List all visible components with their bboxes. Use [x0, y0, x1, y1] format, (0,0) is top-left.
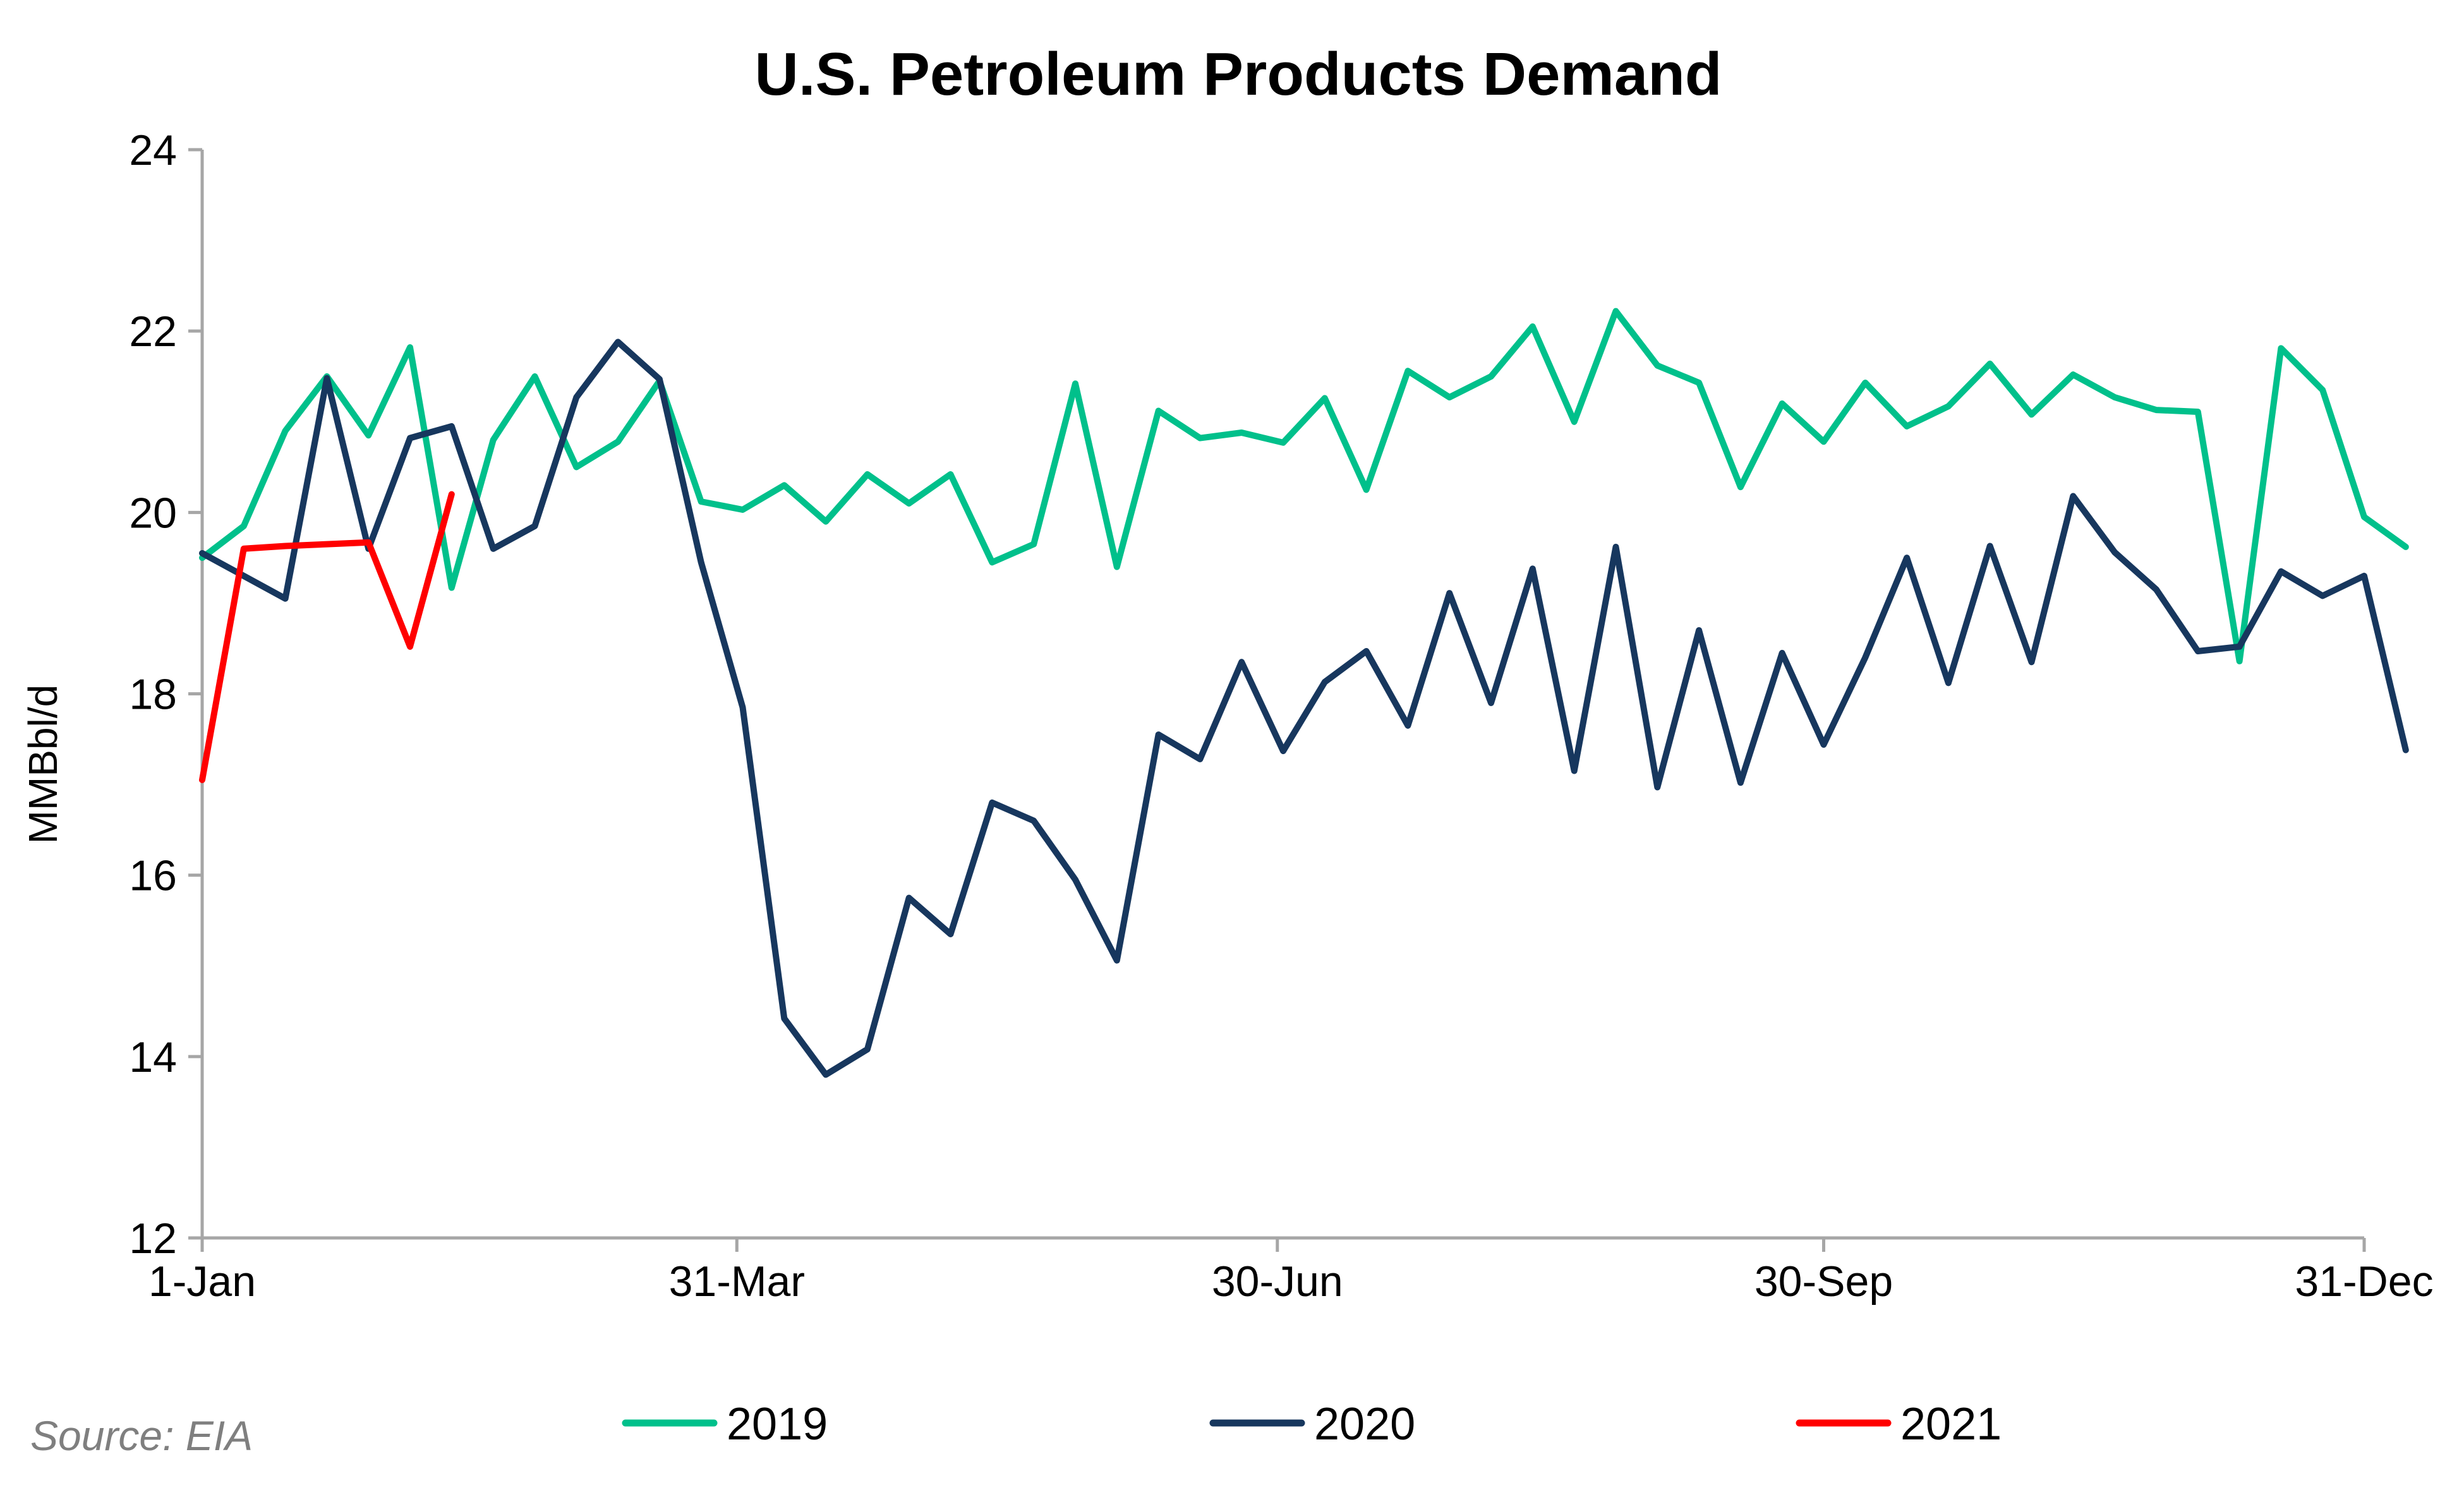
y-ticks: 12 14 16 18 20 22 24 — [129, 126, 202, 1263]
legend: 2019 2020 2021 — [622, 1399, 2002, 1450]
y-axis-title: MMBbl/d — [20, 685, 66, 844]
legend-label-2019: 2019 — [727, 1399, 828, 1450]
x-tick-label: 30-Sep — [1754, 1258, 1893, 1306]
x-tick-label: 31-Mar — [669, 1258, 805, 1306]
series-group — [199, 308, 2409, 1078]
y-tick-label: 14 — [129, 1033, 177, 1081]
x-tick-label: 1-Jan — [148, 1258, 256, 1306]
y-tick-label: 24 — [129, 126, 177, 174]
series-line-2021 — [199, 491, 455, 783]
axes — [200, 150, 2364, 1240]
y-tick-label: 18 — [129, 671, 177, 719]
y-tick-label: 22 — [129, 308, 177, 356]
y-tick-label: 20 — [129, 489, 177, 537]
y-tick-label: 12 — [129, 1215, 177, 1263]
legend-label-2020: 2020 — [1314, 1399, 1415, 1450]
chart-title: U.S. Petroleum Products Demand — [755, 40, 1722, 108]
legend-label-2021: 2021 — [1900, 1399, 2002, 1450]
x-ticks: 1-Jan 31-Mar 30-Jun 30-Sep 31-Dec — [148, 1238, 2434, 1306]
series-line-2020 — [199, 339, 2409, 1078]
x-tick-label: 30-Jun — [1212, 1258, 1343, 1306]
y-tick-label: 16 — [129, 852, 177, 900]
source-note: Source: EIA — [30, 1412, 253, 1459]
x-tick-label: 31-Dec — [2295, 1258, 2433, 1306]
series-line-2019 — [199, 308, 2409, 664]
